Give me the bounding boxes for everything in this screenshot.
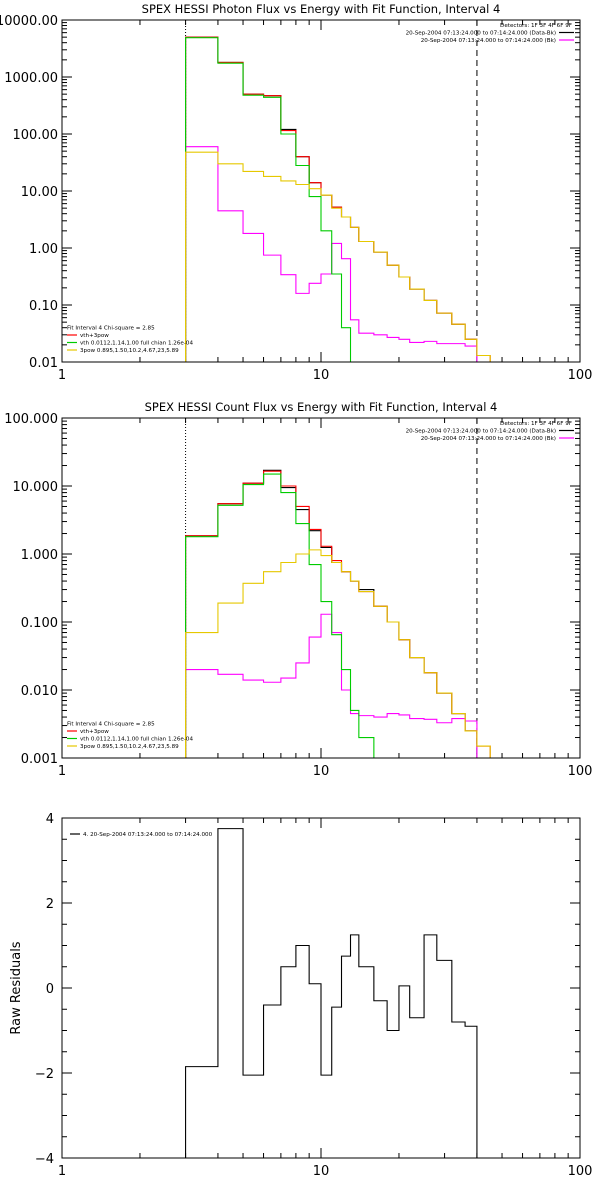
legend-entry-text: 4. 20-Sep-2004 07:13:24.000 to 07:14:24.… <box>83 832 213 838</box>
y-tick-label: 0.010 <box>21 684 58 699</box>
y-tick-label: 0.10 <box>29 299 58 314</box>
y-tick-label: 0.001 <box>21 752 58 767</box>
legend-bottom-left: Fit Interval 4 Chi-square = 2.85vth+3pow… <box>67 722 193 750</box>
x-tick-label: 100 <box>568 764 593 779</box>
legend-entry-text: vth 0.0112,1.14,1.00 full chian 1.26e-04 <box>80 737 193 743</box>
chart-title: SPEX HESSI Count Flux vs Energy with Fit… <box>145 400 498 414</box>
legend-entry-text: 20-Sep-2004 07:13:24.000 to 07:14:24.000… <box>406 429 556 435</box>
plot-frame <box>61 417 581 759</box>
series-residuals <box>185 828 478 1158</box>
y-tick-label: −4 <box>35 1152 54 1167</box>
x-tick-label: 100 <box>568 368 593 383</box>
x-tick-label: 1 <box>58 368 66 383</box>
y-tick-label: 1000.00 <box>4 71 58 86</box>
plot-frame <box>61 19 581 363</box>
series-vth-3pow <box>185 470 491 758</box>
series-group <box>185 36 491 362</box>
x-tick-label: 100 <box>568 1164 593 1179</box>
legend-entry-text: vth+3pow <box>80 729 109 735</box>
series-bk <box>185 146 478 362</box>
x-tick-label: 10 <box>313 368 330 383</box>
y-tick-label: 2 <box>46 897 54 912</box>
plot-frame <box>61 817 581 1159</box>
y-tick-label: 4 <box>46 812 54 827</box>
legend-top-left: 4. 20-Sep-2004 07:13:24.000 to 07:14:24.… <box>70 832 213 838</box>
series-vth <box>185 473 388 758</box>
legend-entry-text: Detectors: 1F 3F 4F 6F 9F <box>500 421 572 427</box>
legend-entry-text: Detectors: 1F 3F 4F 6F 9F <box>500 23 572 29</box>
residuals-panel: Raw Residuals 1 10 100 4 2 0 −2 −4 4. 20-Sep-2004… <box>9 812 592 1179</box>
x-tick-label: 10 <box>313 1164 330 1179</box>
series-3pow <box>185 549 491 758</box>
series-data-bk <box>185 36 478 362</box>
legend-entry-text: 20-Sep-2004 07:13:24.000 to 07:14:24.000… <box>421 38 556 44</box>
series-3pow <box>185 151 491 362</box>
y-tick-label: 0.01 <box>29 356 58 371</box>
y-axis-label: Raw Residuals <box>9 941 24 1034</box>
y-tick-label: 10000.00 <box>0 14 58 29</box>
series-vth <box>185 37 352 362</box>
legend-entry-text: 20-Sep-2004 07:13:24.000 to 07:14:24.000… <box>406 31 556 37</box>
legend-entry-text: 3pow 0.895,1.50,10.2,4.67,23,5.89 <box>80 348 179 354</box>
legend-entry-text: 20-Sep-2004 07:13:24.000 to 07:14:24.000… <box>421 436 556 442</box>
legend-entry-text: Fit Interval 4 Chi-square = 2.85 <box>67 326 155 332</box>
y-tick-label: 10.00 <box>21 185 58 200</box>
legend-entry-text: vth 0.0112,1.14,1.00 full chian 1.26e-04 <box>80 341 193 347</box>
y-tick-label: 0 <box>46 982 54 997</box>
legend-top-right: Detectors: 1F 3F 4F 6F 9F 20-Sep-2004 07:… <box>406 23 574 44</box>
y-tick-label: 0.100 <box>21 616 58 631</box>
legend-bottom-left: Fit Interval 4 Chi-square = 2.85vth+3pow… <box>67 326 193 354</box>
series-group <box>185 828 478 1158</box>
y-tick-label: −2 <box>35 1067 54 1082</box>
legend-entry-text: 3pow 0.895,1.50,10.2,4.67,23,5.89 <box>80 744 179 750</box>
series-data-bk <box>185 469 478 758</box>
chart-title: SPEX HESSI Photon Flux vs Energy with Fi… <box>142 2 501 16</box>
count-flux-panel: SPEX HESSI Count Flux vs Energy with Fit… <box>4 400 592 779</box>
x-tick-label: 1 <box>58 1164 66 1179</box>
series-vth-3pow <box>185 36 491 362</box>
y-tick-label: 1.00 <box>29 242 58 257</box>
legend-entry-text: vth+3pow <box>80 333 109 339</box>
x-tick-label: 1 <box>58 764 66 779</box>
y-tick-label: 1.000 <box>21 548 58 563</box>
legend-entry-text: Fit Interval 4 Chi-square = 2.85 <box>67 722 155 728</box>
x-tick-label: 10 <box>313 764 330 779</box>
y-tick-label: 10.000 <box>13 480 59 495</box>
axis-ticks <box>61 19 581 363</box>
y-tick-label: 100.000 <box>4 412 58 427</box>
photon-flux-panel: SPEX HESSI Photon Flux vs Energy with Fi… <box>0 2 592 383</box>
series-group <box>185 469 491 758</box>
series-bk <box>185 613 478 758</box>
y-tick-label: 100.00 <box>13 128 59 143</box>
legend-top-right: Detectors: 1F 3F 4F 6F 9F 20-Sep-2004 07:… <box>406 421 574 442</box>
